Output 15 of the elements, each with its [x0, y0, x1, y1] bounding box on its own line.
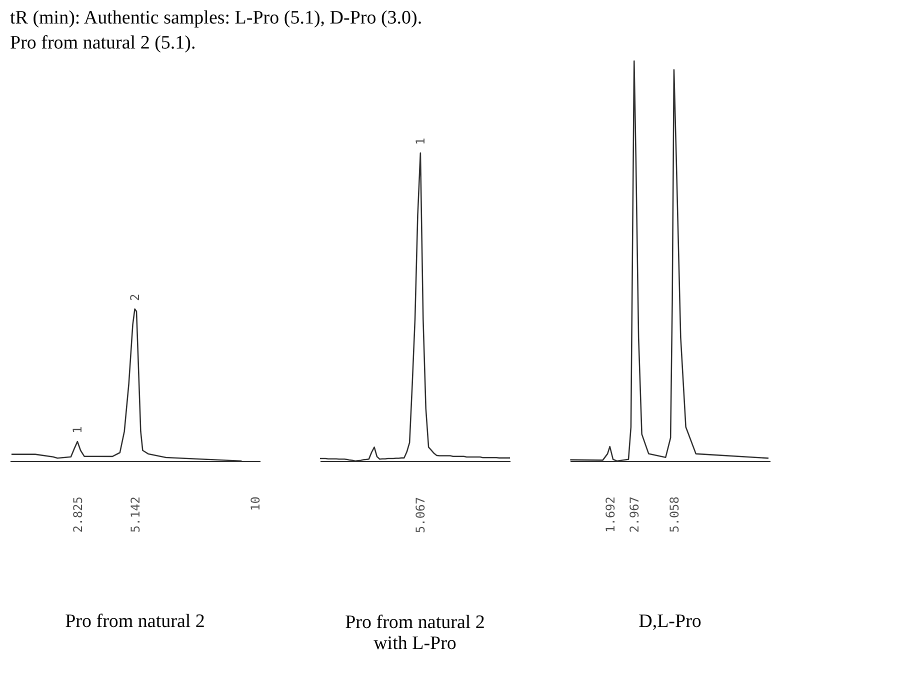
x-tick-label: 1.692	[603, 496, 618, 533]
x-tick-label: 5.142	[128, 496, 142, 533]
annotation: 1	[70, 426, 84, 434]
text: tR (min): Authentic samples: L-Pro (5.1), D-Pro (3.0).	[10, 8, 422, 28]
text: 5.067	[413, 497, 428, 534]
text: D,L-Pro	[638, 611, 702, 632]
text: Pro from natural 2 (5.1).	[10, 32, 196, 54]
x-tick-label: 2.967	[628, 496, 642, 533]
x-tick-label: 10	[248, 496, 263, 511]
x-tick-label: 5.058	[667, 496, 682, 533]
text: Pro from natural 2	[65, 611, 205, 632]
x-tick-label: 2.825	[70, 496, 85, 533]
text: Pro from natural 2 with L-Pro	[345, 612, 485, 654]
annotation: 2	[128, 294, 142, 301]
text: 1	[413, 138, 428, 145]
